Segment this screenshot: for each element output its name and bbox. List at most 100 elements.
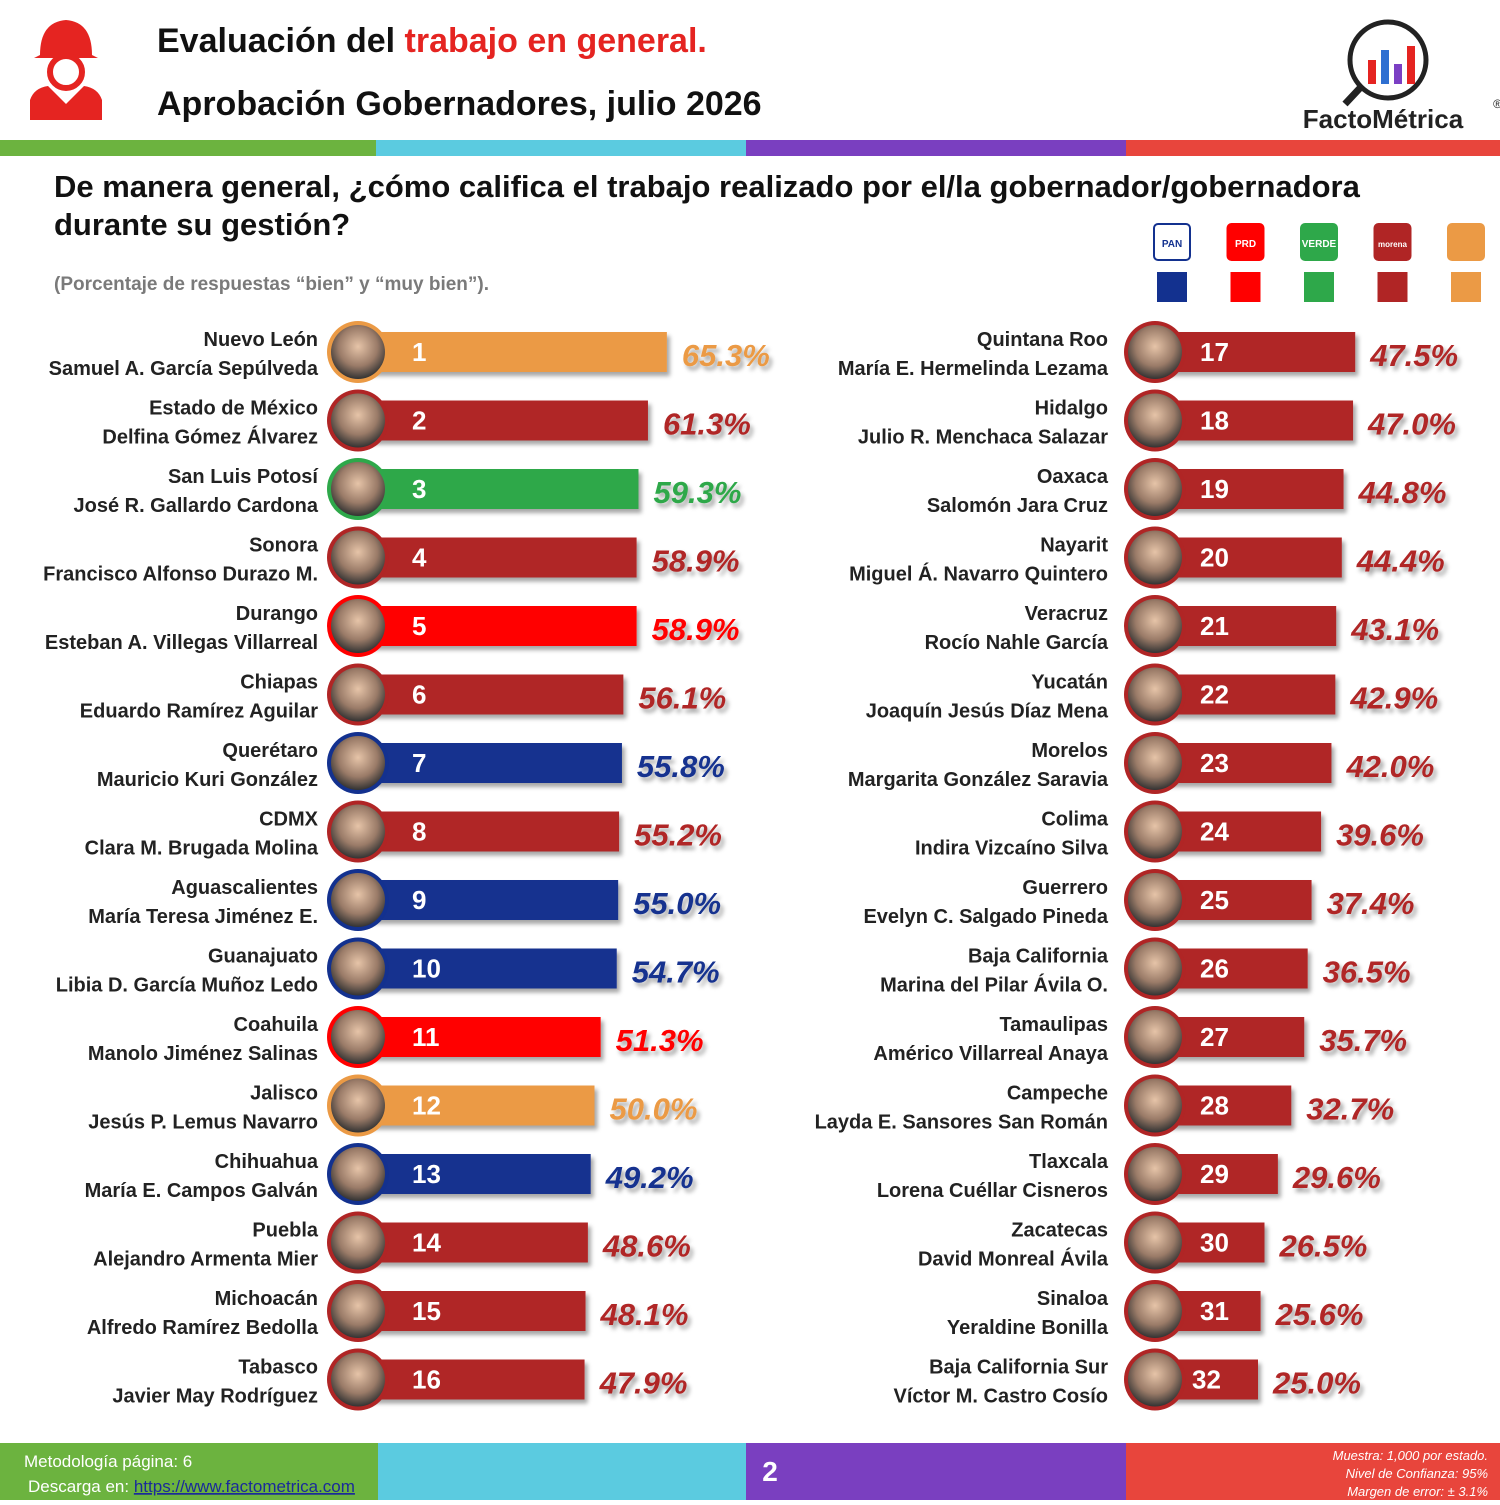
- brand: FactoMétrica: [1303, 104, 1464, 134]
- bar: [358, 537, 637, 578]
- governor-label: Indira Vizcaíno Silva: [915, 838, 1109, 860]
- avatar-photo: [1128, 873, 1182, 927]
- avatar-photo: [1128, 325, 1182, 379]
- avatar-photo: [331, 1078, 385, 1133]
- legend: PAN PRD VERDE morena: [1153, 223, 1485, 302]
- bar: [358, 606, 637, 646]
- legend-swatch: [1377, 272, 1408, 302]
- rank: 26: [1200, 954, 1229, 984]
- state-label: Estado de México: [149, 398, 318, 420]
- governor-label: Joaquín Jesús Díaz Mena: [866, 701, 1109, 723]
- governor-label: David Monreal Ávila: [918, 1248, 1109, 1271]
- avatar-photo: [331, 530, 385, 585]
- confidence: Nivel de Confianza: 95%: [1346, 1466, 1488, 1481]
- rank: 23: [1200, 748, 1229, 778]
- brand-logo: FactoMétrica ®: [1303, 19, 1500, 134]
- rank: 15: [412, 1296, 441, 1326]
- governor-label: Samuel A. García Sepúlveda: [49, 358, 319, 380]
- value-label: 50.0%: [610, 1092, 698, 1127]
- rank: 7: [412, 748, 426, 778]
- bar: [358, 1154, 591, 1194]
- bar: [358, 1017, 601, 1057]
- bar: [358, 674, 624, 715]
- value-label: 55.2%: [634, 818, 722, 853]
- value-label: 26.5%: [1278, 1229, 1367, 1264]
- governor-label: Alfredo Ramírez Bedolla: [87, 1317, 319, 1339]
- party-logo-text: PAN: [1162, 239, 1182, 250]
- state-label: Sonora: [249, 535, 319, 557]
- governor-label: Jesús P. Lemus Navarro: [88, 1112, 318, 1134]
- state-label: Querétaro: [222, 740, 318, 762]
- governor-label: Clara M. Brugada Molina: [85, 838, 319, 860]
- governor-label: Miguel Á. Navarro Quintero: [849, 563, 1108, 586]
- rank: 8: [412, 817, 426, 847]
- state-label: Aguascalientes: [171, 877, 318, 899]
- state-label: Guanajuato: [208, 946, 318, 968]
- error: Margen de error: ± 3.1%: [1347, 1484, 1488, 1499]
- governor-label: Delfina Gómez Álvarez: [102, 426, 318, 449]
- download: Descarga en: https://www.factometrica.co…: [28, 1477, 355, 1496]
- note: (Porcentaje de respuestas “bien” y “muy …: [54, 274, 489, 295]
- governor-label: José R. Gallardo Cardona: [73, 495, 318, 517]
- legend-swatch: [1157, 272, 1187, 302]
- rank: 29: [1200, 1159, 1229, 1189]
- footer-stripe: [0, 1443, 1500, 1500]
- avatar-photo: [331, 804, 385, 859]
- rank: 14: [412, 1228, 441, 1258]
- bar: [358, 811, 620, 852]
- governor-label: Javier May Rodríguez: [112, 1386, 318, 1408]
- state-label: Jalisco: [250, 1083, 318, 1105]
- bar: [358, 1222, 588, 1263]
- bar: [358, 469, 639, 509]
- state-label: Quintana Roo: [977, 329, 1108, 351]
- state-label: Baja California Sur: [929, 1357, 1108, 1379]
- party-logo-text: VERDE: [1302, 239, 1337, 250]
- governor-label: Américo Villarreal Anaya: [873, 1043, 1108, 1065]
- state-label: Tamaulipas: [999, 1014, 1108, 1036]
- avatar-photo: [1128, 667, 1182, 722]
- avatar-photo: [1128, 393, 1182, 448]
- governor-label: Eduardo Ramírez Aguilar: [80, 701, 318, 723]
- rank: 9: [412, 885, 426, 915]
- avatar-photo: [1128, 1284, 1182, 1338]
- state-label: Tabasco: [238, 1357, 318, 1379]
- state-label: Campeche: [1007, 1083, 1108, 1105]
- avatar-photo: [1128, 1078, 1182, 1133]
- governor-label: Yeraldine Bonilla: [947, 1317, 1109, 1339]
- rank: 13: [412, 1159, 441, 1189]
- state-label: Sinaloa: [1037, 1288, 1109, 1310]
- party-logo: [1447, 223, 1485, 261]
- governor-label: Alejandro Armenta Mier: [93, 1249, 318, 1271]
- avatar-photo: [331, 667, 385, 722]
- bar: [358, 948, 617, 989]
- rank: 32: [1192, 1365, 1221, 1395]
- governor-label: Víctor M. Castro Cosío: [894, 1386, 1108, 1408]
- state-label: Oaxaca: [1037, 466, 1109, 488]
- value-label: 54.7%: [632, 955, 720, 990]
- link[interactable]: https://www.factometrica.com: [134, 1477, 355, 1496]
- avatar-photo: [1128, 1010, 1182, 1064]
- rank: 3: [412, 474, 426, 504]
- rank: 4: [412, 543, 427, 573]
- avatar-photo: [331, 941, 385, 996]
- avatar-photo: [1128, 736, 1182, 790]
- value-label: 61.3%: [663, 407, 751, 442]
- state-label: Tlaxcala: [1029, 1151, 1109, 1173]
- rank: 2: [412, 406, 426, 436]
- value-label: 32.7%: [1306, 1092, 1394, 1127]
- bar: [358, 332, 667, 372]
- rank: 6: [412, 680, 426, 710]
- value-label: 37.4%: [1327, 886, 1415, 921]
- value-label: 55.8%: [637, 749, 725, 784]
- avatar-photo: [331, 873, 385, 927]
- question: De manera general, ¿cómo califica el tra…: [54, 169, 1360, 242]
- governor-label: Marina del Pilar Ávila O.: [880, 974, 1108, 997]
- bar: [358, 1291, 586, 1331]
- value-label: 42.9%: [1349, 681, 1438, 716]
- chart: Nuevo León Samuel A. García Sepúlveda 1 65.…: [43, 321, 1458, 1411]
- worker-icon: [30, 20, 102, 120]
- avatar-photo: [1128, 941, 1182, 996]
- legend-swatch: [1304, 272, 1334, 302]
